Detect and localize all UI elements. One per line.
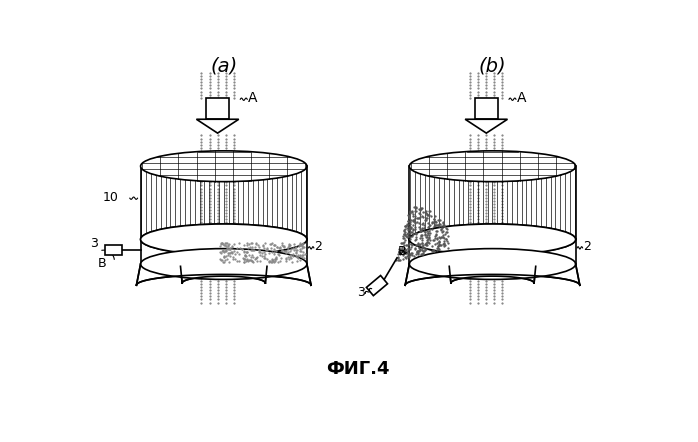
Ellipse shape [409, 224, 576, 255]
Text: 2: 2 [315, 240, 322, 253]
Polygon shape [465, 119, 507, 133]
Text: B: B [398, 245, 406, 258]
Text: (b): (b) [479, 56, 506, 75]
Polygon shape [196, 119, 239, 133]
Ellipse shape [140, 151, 307, 182]
Bar [105, 245, 122, 255]
Text: A: A [517, 91, 526, 105]
Text: 10: 10 [103, 191, 119, 204]
Text: 2: 2 [584, 240, 591, 253]
Text: A: A [248, 91, 258, 105]
Ellipse shape [409, 224, 576, 255]
Ellipse shape [140, 224, 307, 255]
Text: ФИГ.4: ФИГ.4 [326, 360, 389, 378]
Text: 3: 3 [90, 237, 98, 250]
Ellipse shape [409, 151, 576, 182]
Ellipse shape [140, 224, 307, 255]
Ellipse shape [140, 248, 307, 279]
Text: B: B [98, 257, 106, 270]
Polygon shape [136, 264, 311, 285]
Bar [475, 98, 498, 119]
Text: 3: 3 [357, 286, 365, 299]
Bar [206, 98, 229, 119]
Ellipse shape [409, 248, 576, 279]
Text: (a): (a) [210, 56, 237, 75]
Polygon shape [405, 264, 580, 285]
Polygon shape [366, 275, 387, 296]
